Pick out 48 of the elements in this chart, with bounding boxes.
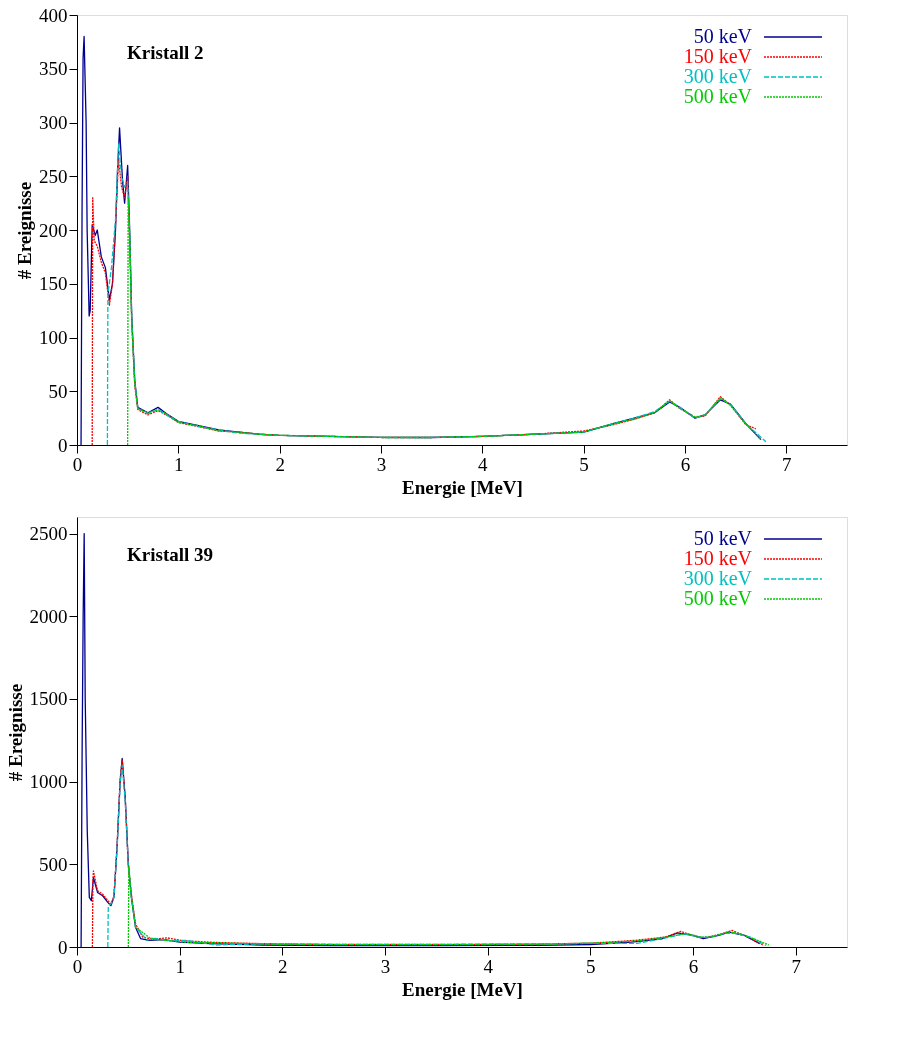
legend-label: 50 keV	[693, 527, 753, 549]
x-tick-label: 6	[680, 453, 691, 475]
line-series	[127, 865, 770, 947]
text: Kristall 2	[127, 42, 204, 63]
x-tick-label: 0	[72, 955, 83, 977]
y-tick-label: 300	[39, 112, 68, 133]
text: Kristall 39	[127, 544, 214, 565]
line-series	[80, 532, 761, 947]
y-tick-label: 50	[48, 380, 68, 402]
x-tick-label: 4	[483, 955, 494, 977]
x-tick-label: 1	[175, 955, 185, 977]
x-tick-label: 7	[781, 453, 792, 475]
y-tick-label: 500	[39, 853, 68, 875]
x-axis-title: Energie [MeV]	[402, 476, 523, 498]
x-tick-label: 0	[72, 453, 83, 475]
x-tick-label: 3	[376, 453, 387, 475]
legend-label: 150 keV	[683, 45, 753, 67]
y-tick-label: 400	[39, 4, 68, 26]
y-tick-label: 2500	[29, 523, 68, 545]
x-tick-label: 6	[688, 955, 699, 977]
y-axis-title: # Ereignisse	[4, 683, 26, 782]
y-tick-label: 1000	[29, 771, 68, 793]
legend-label: 500 keV	[683, 85, 753, 107]
x-tick-label: 1	[174, 453, 184, 475]
x-tick-label: 4	[478, 453, 489, 475]
y-tick-label: 2000	[29, 605, 68, 627]
legend-label: 50 keV	[693, 25, 753, 47]
y-tick-label: 350	[39, 58, 68, 80]
y-tick-label: 0	[58, 936, 68, 958]
x-axis-title: Energie [MeV]	[402, 978, 523, 1000]
legend-label: 150 keV	[683, 547, 753, 569]
y-tick-label: 100	[39, 327, 68, 348]
y-tick-label: 200	[39, 219, 68, 241]
legend-label: 300 keV	[683, 65, 753, 87]
legend-label: 300 keV	[683, 567, 753, 589]
line-series	[127, 197, 762, 445]
y-tick-label: 250	[39, 165, 68, 187]
y-tick-label: 1500	[29, 688, 68, 710]
x-tick-label: 5	[586, 955, 596, 977]
x-tick-label: 2	[275, 453, 285, 475]
y-axis-title: # Ereignisse	[14, 181, 35, 280]
x-tick-label: 2	[278, 955, 288, 977]
x-tick-label: 3	[380, 955, 391, 977]
y-tick-label: 150	[39, 273, 68, 295]
legend-label: 500 keV	[683, 587, 753, 609]
x-tick-label: 5	[579, 453, 589, 475]
x-tick-label: 7	[791, 955, 801, 977]
y-tick-label: 0	[58, 434, 68, 456]
